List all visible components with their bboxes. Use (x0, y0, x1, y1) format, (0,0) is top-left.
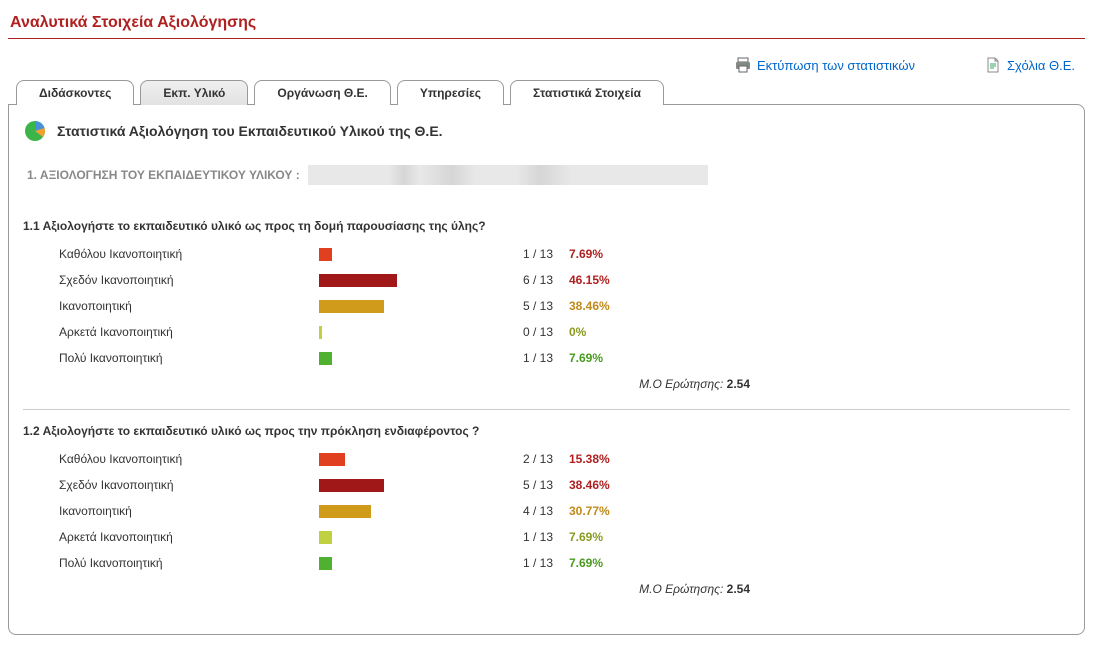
bar (319, 248, 332, 261)
bar (319, 557, 332, 570)
eval-heading-row: 1. ΑΞΙΟΛΟΓΗΣΗ ΤΟΥ ΕΚΠΑΙΔΕΥΤΙΚΟΥ ΥΛΙΚΟΥ : (23, 165, 1070, 185)
answer-row: Πολύ Ικανοποιητική 1 / 137.69% (23, 351, 1070, 365)
answer-label: Πολύ Ικανοποιητική (59, 556, 319, 570)
percentage: 38.46% (569, 299, 649, 313)
ratio: 1 / 13 (499, 556, 569, 570)
ratio: 1 / 13 (499, 530, 569, 544)
page-title: Αναλυτικά Στοιχεία Αξιολόγησης (8, 8, 1085, 39)
tabs: ΔιδάσκοντεςΕκπ. ΥλικόΟργάνωση Θ.Ε.Υπηρεσ… (8, 79, 1085, 104)
top-links: Εκτύπωση των στατιστικών Σχόλια Θ.Ε. (8, 57, 1085, 73)
ratio: 2 / 13 (499, 452, 569, 466)
tab-3[interactable]: Υπηρεσίες (397, 80, 504, 105)
ratio: 0 / 13 (499, 325, 569, 339)
percentage: 7.69% (569, 247, 649, 261)
answer-label: Αρκετά Ικανοποιητική (59, 530, 319, 544)
eval-heading: 1. ΑΞΙΟΛΟΓΗΣΗ ΤΟΥ ΕΚΠΑΙΔΕΥΤΙΚΟΥ ΥΛΙΚΟΥ : (27, 168, 300, 182)
redacted-text (308, 165, 708, 185)
pie-chart-icon (23, 119, 47, 143)
answer-row: Αρκετά Ικανοποιητική 1 / 137.69% (23, 530, 1070, 544)
ratio: 5 / 13 (499, 299, 569, 313)
question-text: 1.2 Αξιολογήστε το εκπαιδευτικό υλικό ως… (23, 424, 1070, 438)
section-title: Στατιστικά Αξιολόγηση του Εκπαιδευτικού … (57, 123, 443, 139)
bar (319, 326, 322, 339)
answer-label: Σχεδόν Ικανοποιητική (59, 478, 319, 492)
bar-cell (319, 557, 499, 570)
ratio: 1 / 13 (499, 247, 569, 261)
percentage: 7.69% (569, 556, 649, 570)
bar (319, 274, 397, 287)
tab-4[interactable]: Στατιστικά Στοιχεία (510, 80, 664, 105)
bar-cell (319, 531, 499, 544)
answer-label: Αρκετά Ικανοποιητική (59, 325, 319, 339)
question-block: 1.1 Αξιολογήστε το εκπαιδευτικό υλικό ως… (23, 219, 1070, 391)
question-text: 1.1 Αξιολογήστε το εκπαιδευτικό υλικό ως… (23, 219, 1070, 233)
question-average: Μ.Ο Ερώτησης: 2.54 (23, 377, 1070, 391)
ratio: 6 / 13 (499, 273, 569, 287)
percentage: 38.46% (569, 478, 649, 492)
ratio: 5 / 13 (499, 478, 569, 492)
percentage: 15.38% (569, 452, 649, 466)
content-panel: Στατιστικά Αξιολόγηση του Εκπαιδευτικού … (8, 104, 1085, 635)
bar-cell (319, 505, 499, 518)
percentage: 46.15% (569, 273, 649, 287)
bar (319, 352, 332, 365)
answer-row: Ικανοποιητική 4 / 1330.77% (23, 504, 1070, 518)
bar (319, 531, 332, 544)
print-stats-label: Εκτύπωση των στατιστικών (757, 58, 915, 73)
answer-row: Αρκετά Ικανοποιητική 0 / 130% (23, 325, 1070, 339)
bar-cell (319, 300, 499, 313)
answer-label: Σχεδόν Ικανοποιητική (59, 273, 319, 287)
answer-label: Πολύ Ικανοποιητική (59, 351, 319, 365)
bar (319, 505, 371, 518)
answer-label: Καθόλου Ικανοποιητική (59, 247, 319, 261)
question-block: 1.2 Αξιολογήστε το εκπαιδευτικό υλικό ως… (23, 424, 1070, 596)
bar-cell (319, 479, 499, 492)
printer-icon (735, 57, 751, 73)
percentage: 7.69% (569, 351, 649, 365)
comments-label: Σχόλια Θ.Ε. (1007, 58, 1075, 73)
answer-row: Σχεδόν Ικανοποιητική 6 / 1346.15% (23, 273, 1070, 287)
bar-cell (319, 352, 499, 365)
bar-cell (319, 248, 499, 261)
answer-label: Ικανοποιητική (59, 504, 319, 518)
comments-link[interactable]: Σχόλια Θ.Ε. (985, 57, 1075, 73)
bar (319, 453, 345, 466)
answer-row: Πολύ Ικανοποιητική 1 / 137.69% (23, 556, 1070, 570)
answer-label: Καθόλου Ικανοποιητική (59, 452, 319, 466)
answer-row: Καθόλου Ικανοποιητική 2 / 1315.38% (23, 452, 1070, 466)
bar (319, 300, 384, 313)
answer-row: Καθόλου Ικανοποιητική 1 / 137.69% (23, 247, 1070, 261)
percentage: 0% (569, 325, 649, 339)
tab-2[interactable]: Οργάνωση Θ.Ε. (254, 80, 391, 105)
question-average: Μ.Ο Ερώτησης: 2.54 (23, 582, 1070, 596)
ratio: 4 / 13 (499, 504, 569, 518)
print-stats-link[interactable]: Εκτύπωση των στατιστικών (735, 57, 915, 73)
bar-cell (319, 326, 499, 339)
document-icon (985, 57, 1001, 73)
section-header: Στατιστικά Αξιολόγηση του Εκπαιδευτικού … (23, 119, 1070, 143)
answer-row: Ικανοποιητική 5 / 1338.46% (23, 299, 1070, 313)
answer-label: Ικανοποιητική (59, 299, 319, 313)
tab-0[interactable]: Διδάσκοντες (16, 80, 134, 105)
percentage: 7.69% (569, 530, 649, 544)
ratio: 1 / 13 (499, 351, 569, 365)
percentage: 30.77% (569, 504, 649, 518)
answer-row: Σχεδόν Ικανοποιητική 5 / 1338.46% (23, 478, 1070, 492)
divider (23, 409, 1070, 410)
bar (319, 479, 384, 492)
bar-cell (319, 274, 499, 287)
bar-cell (319, 453, 499, 466)
tab-1[interactable]: Εκπ. Υλικό (140, 80, 248, 105)
